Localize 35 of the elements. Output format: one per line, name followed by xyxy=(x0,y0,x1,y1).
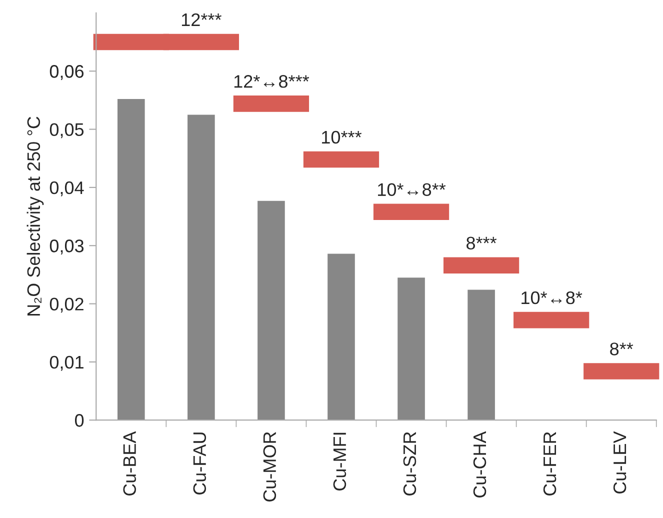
annotation: 8** xyxy=(610,342,634,356)
y-tick-label: 0,03 xyxy=(50,240,84,254)
x-tick-label: Cu-SZR xyxy=(403,432,416,496)
annotation: 10*** xyxy=(322,130,362,144)
bar xyxy=(188,114,215,420)
x-tick-label: Cu-MFI xyxy=(333,432,346,490)
bar xyxy=(398,278,425,420)
bar xyxy=(373,204,450,220)
annotation: 8*** xyxy=(466,236,497,250)
y-tick-label: 0,02 xyxy=(50,298,84,313)
bar xyxy=(584,363,660,380)
annotation: 12*** xyxy=(182,13,222,26)
bar xyxy=(117,99,145,420)
bar xyxy=(258,200,285,420)
bar xyxy=(303,151,380,168)
y-tick-label: 0 xyxy=(74,414,84,427)
bar xyxy=(233,96,310,112)
x-tick-label: Cu-FER xyxy=(543,432,556,496)
annotation: 10*↔8* xyxy=(522,291,582,304)
annotation: 12*↔8*** xyxy=(234,75,310,88)
bar xyxy=(514,312,590,328)
bar xyxy=(468,290,495,420)
y-tick-label: 0,05 xyxy=(50,123,84,138)
y-tick-label: 0,01 xyxy=(50,356,84,371)
x-tick-label: Cu-FAU xyxy=(193,432,206,494)
annotation: 10*↔8** xyxy=(378,183,446,196)
x-tick-label: Cu-BEA xyxy=(123,431,136,496)
y-tick-label: 0,06 xyxy=(50,65,84,80)
x-tick-label: Cu-LEV xyxy=(613,431,626,494)
y-axis-title: N₂O Selectivity at 250 °C xyxy=(26,116,44,316)
bar xyxy=(328,254,355,420)
y-tick-label: 0,04 xyxy=(50,181,84,196)
x-tick-label: Cu-CHA xyxy=(473,431,486,498)
bar xyxy=(443,257,520,274)
x-tick-label: Cu-MOR xyxy=(263,432,276,502)
